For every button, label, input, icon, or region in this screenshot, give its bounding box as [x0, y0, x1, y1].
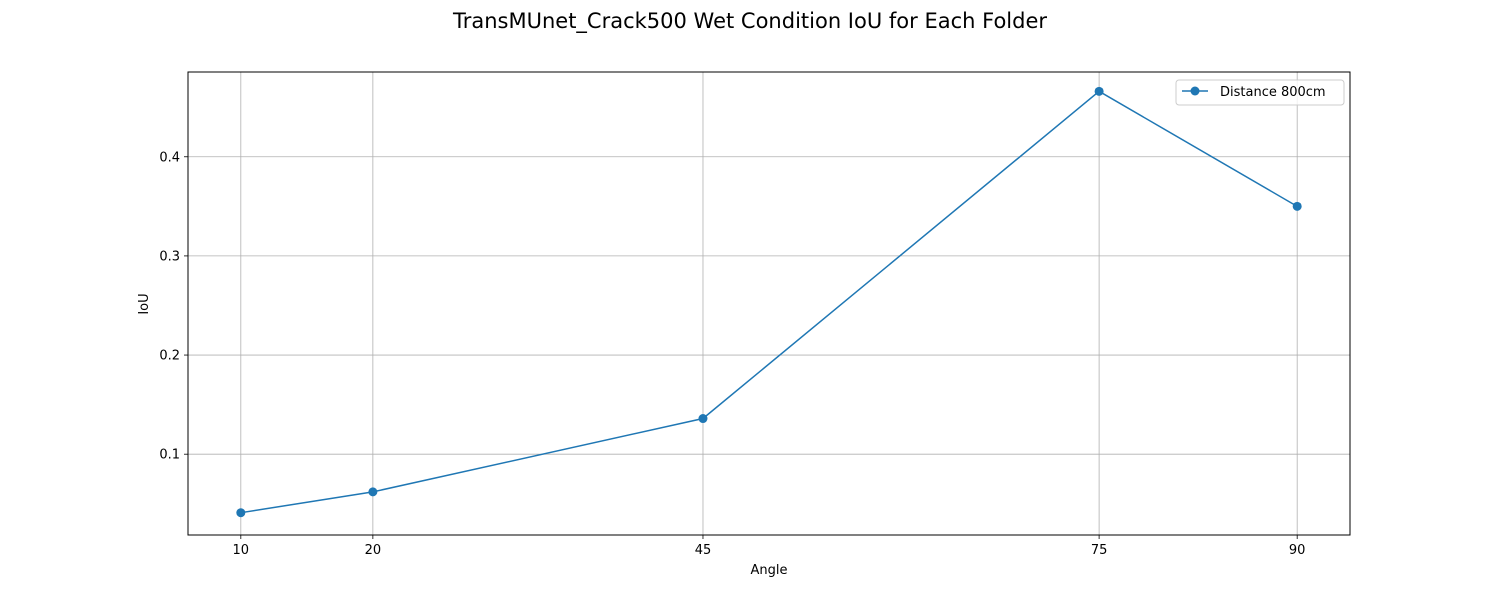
- data-point-45: [698, 414, 708, 424]
- x-tick-label-20: 20: [365, 543, 382, 558]
- series-line-0: [240, 90, 1298, 514]
- x-tick-label-90: 90: [1289, 543, 1306, 558]
- data-point-20: [368, 487, 378, 497]
- y-tick-label-0.4: 0.4: [159, 150, 180, 165]
- x-axis-title: Angle: [751, 563, 788, 578]
- plot-area-frame: [187, 71, 1351, 536]
- data-point-10: [236, 508, 246, 518]
- x-tick-label-75: 75: [1091, 543, 1108, 558]
- chart-title: TransMUnet_Crack500 Wet Condition IoU fo…: [452, 9, 1047, 34]
- y-axis-title: IoU: [137, 293, 152, 314]
- series-layer: [236, 86, 1302, 518]
- legend: Distance 800cm: [1175, 79, 1345, 106]
- y-tick-label-0.3: 0.3: [159, 249, 180, 264]
- data-point-90: [1292, 201, 1302, 211]
- x-tick-label-45: 45: [695, 543, 712, 558]
- legend-box: [1175, 79, 1345, 106]
- x-tick-label-10: 10: [233, 543, 250, 558]
- y-tick-label-0.2: 0.2: [159, 349, 180, 364]
- legend-marker-swatch: [1190, 86, 1200, 96]
- axis-ticks: 10 20 45 75 90 0.1 0.2 0.3 0.4: [159, 150, 1305, 558]
- legend-label-distance-800cm: Distance 800cm: [1220, 85, 1326, 100]
- y-tick-label-0.1: 0.1: [159, 448, 180, 463]
- data-point-75: [1094, 86, 1104, 96]
- grid-lines: [188, 72, 1350, 535]
